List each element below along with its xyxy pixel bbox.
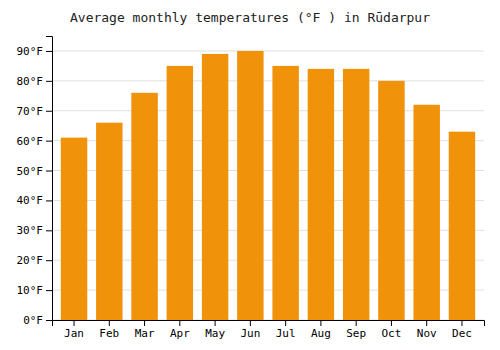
y-tick-mark — [46, 81, 52, 82]
x-tick: Oct — [381, 320, 401, 340]
y-tick: 40°F — [17, 194, 53, 207]
x-tick-mark — [144, 320, 145, 326]
y-tick: 10°F — [17, 284, 53, 297]
x-tick: Mar — [135, 320, 155, 340]
x-tick-mark — [461, 320, 462, 326]
y-tick: 60°F — [17, 135, 53, 148]
y-tick-label: 90°F — [17, 45, 44, 58]
y-tick-mark — [46, 200, 52, 201]
y-tick-label: 30°F — [17, 224, 44, 237]
y-tick-label: 20°F — [17, 254, 44, 267]
title: Average monthly temperatures (°F ) in Rū… — [70, 10, 430, 25]
x-tick-mark — [179, 320, 180, 326]
x-tick-label: Dec — [452, 327, 472, 340]
grid — [52, 51, 484, 320]
y-tick-mark — [46, 171, 52, 172]
x-tick: Aug — [311, 320, 331, 340]
x-tick: Jul — [276, 320, 296, 340]
x-tick-label: Sep — [346, 327, 366, 340]
y-tick-label: 70°F — [17, 105, 44, 118]
x-tick-mark — [250, 320, 251, 326]
x-tick: Nov — [417, 320, 437, 340]
y-tick-mark — [46, 260, 52, 261]
y-tick: 70°F — [17, 105, 53, 118]
bar — [131, 93, 157, 320]
x-tick: May — [205, 320, 225, 340]
y-tick-label: 60°F — [17, 135, 44, 148]
x-tick-label: Jan — [64, 327, 84, 340]
x-tick-mark — [215, 320, 216, 326]
plot: 0°F 10°F 20°F 30°F 40°F 50°F 60°F 70°F 80°F 90°F J… — [17, 37, 485, 340]
y-tick-mark — [46, 290, 52, 291]
x-tick-mark — [74, 320, 75, 326]
x-tick: Dec — [452, 320, 472, 340]
y-tick-label: 40°F — [17, 194, 44, 207]
bar — [96, 123, 122, 320]
bar — [308, 69, 334, 320]
y-axis-line — [46, 37, 53, 321]
y-tick-mark — [46, 111, 52, 112]
x-tick-label: Jul — [276, 327, 296, 340]
bar — [237, 51, 263, 320]
chart: Average monthly temperatures (°F ) in Rū… — [0, 0, 500, 350]
y-tick-label: 80°F — [17, 75, 44, 88]
grid-line — [52, 50, 484, 51]
x-tick-mark — [356, 320, 357, 326]
x-tick: Jun — [240, 320, 260, 340]
y-tick: 50°F — [17, 165, 53, 178]
x-tick-mark — [109, 320, 110, 326]
x-axis: Jan Feb Mar Apr May Jun Jul Aug Sep Oct Nov Dec — [53, 320, 485, 340]
y-tick-label: 10°F — [17, 284, 44, 297]
y-tick: 0°F — [23, 314, 52, 327]
bar — [449, 132, 475, 320]
y-tick: 90°F — [17, 45, 53, 58]
bar — [202, 54, 228, 320]
bar — [343, 69, 369, 320]
x-tick-mark — [426, 320, 427, 326]
bar — [167, 66, 193, 320]
x-tick-mark — [320, 320, 321, 326]
x-tick-mark — [285, 320, 286, 326]
y-tick-label: 0°F — [23, 314, 43, 327]
x-tick-label: Mar — [135, 327, 155, 340]
y-tick-mark — [46, 141, 52, 142]
x-tick-label: Jun — [240, 327, 260, 340]
bar — [61, 138, 87, 320]
x-tick-label: Nov — [417, 327, 437, 340]
bars — [61, 51, 475, 320]
y-tick: 20°F — [17, 254, 53, 267]
x-tick: Feb — [99, 320, 119, 340]
bar — [272, 66, 298, 320]
y-tick-label: 50°F — [17, 165, 44, 178]
bar — [378, 81, 404, 320]
x-axis-line — [53, 321, 485, 327]
x-tick-label: Apr — [170, 327, 190, 340]
bar — [413, 105, 439, 320]
x-tick: Jan — [64, 320, 84, 340]
y-tick-mark — [46, 230, 52, 231]
grid-line — [52, 80, 484, 81]
x-tick: Apr — [170, 320, 190, 340]
y-axis: 0°F 10°F 20°F 30°F 40°F 50°F 60°F 70°F 80°F 90°F — [17, 37, 53, 328]
y-tick: 30°F — [17, 224, 53, 237]
x-tick-label: Oct — [381, 327, 401, 340]
x-tick: Sep — [346, 320, 366, 340]
x-tick-mark — [391, 320, 392, 326]
y-tick-mark — [46, 320, 52, 321]
x-tick-label: May — [205, 327, 225, 340]
x-tick-label: Aug — [311, 327, 331, 340]
y-tick: 80°F — [17, 75, 53, 88]
x-tick-label: Feb — [99, 327, 119, 340]
y-tick-mark — [46, 51, 52, 52]
